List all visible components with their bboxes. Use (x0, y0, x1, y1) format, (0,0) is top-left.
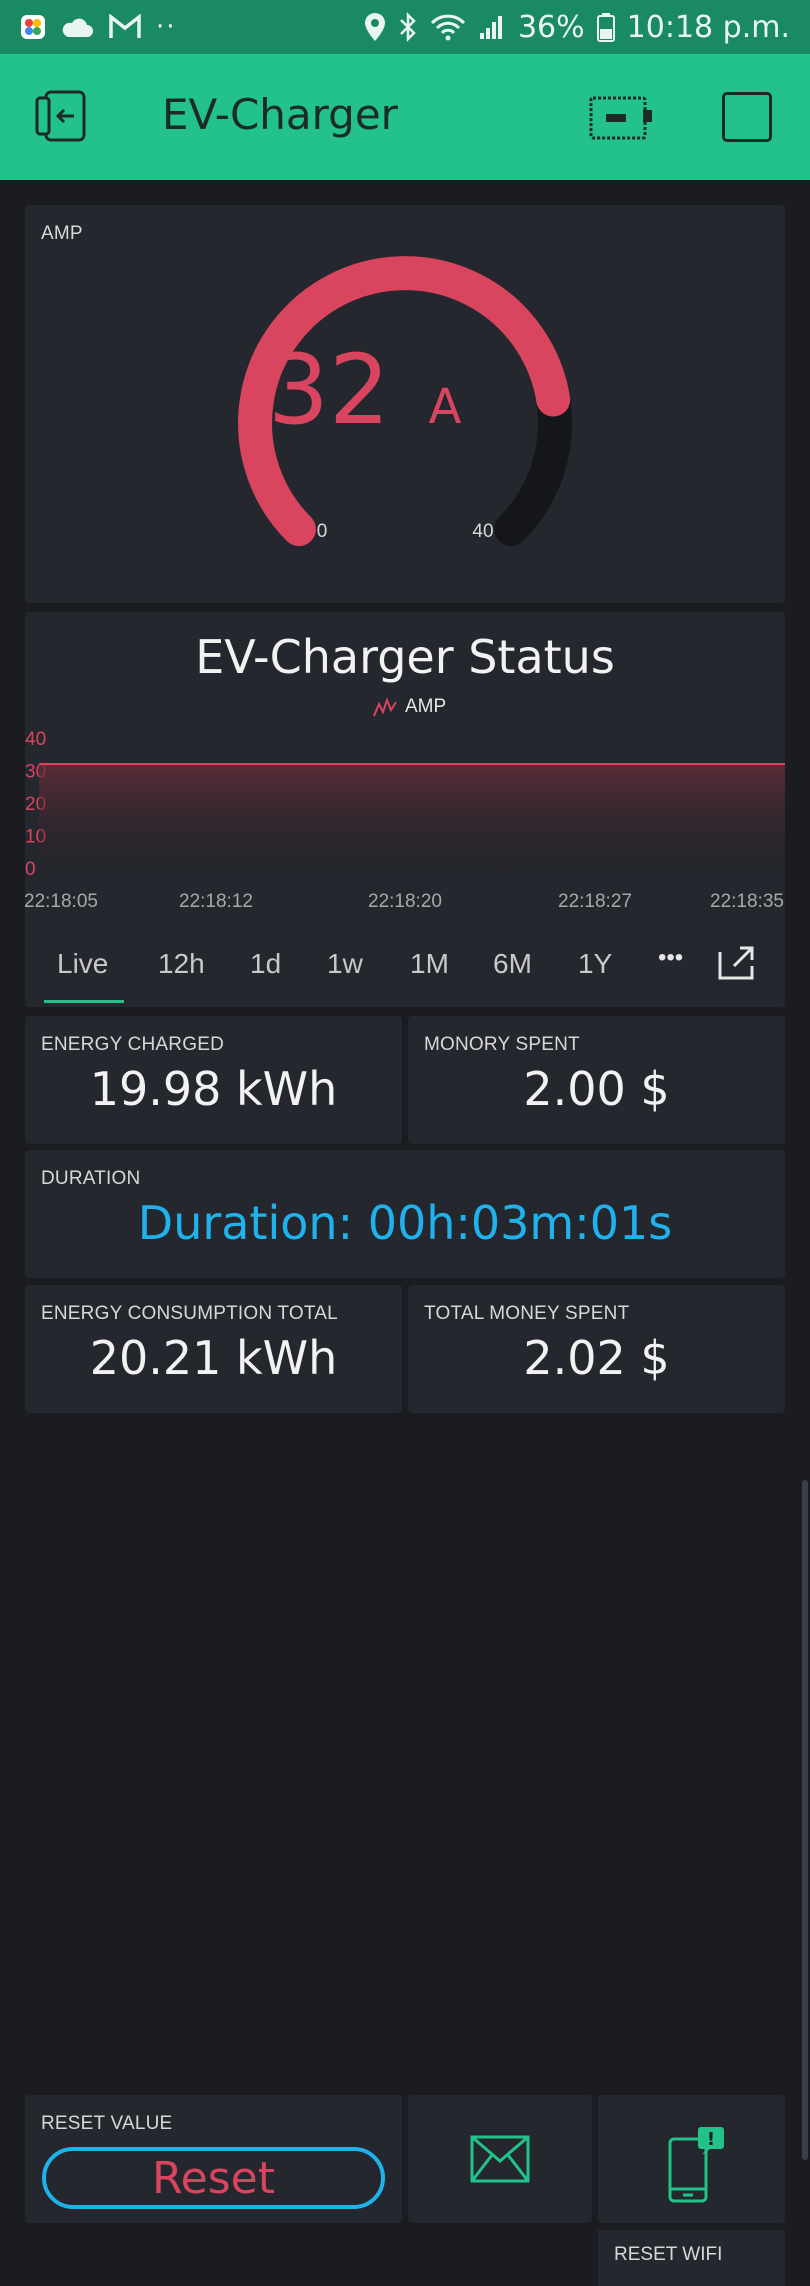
reset-wifi-tile[interactable]: ! (598, 2095, 785, 2223)
email-tile[interactable] (408, 2095, 592, 2223)
duration-tile: DURATION Duration: 00h:03m:01s (25, 1150, 785, 1278)
energy-total-label: ENERGY CONSUMPTION TOTAL (41, 1303, 338, 1324)
duration-label: DURATION (41, 1168, 141, 1189)
battery-percent: 36% (517, 9, 585, 45)
total-money-label: TOTAL MONEY SPENT (424, 1303, 630, 1324)
app-bar: EV-Charger (0, 54, 810, 180)
tab-1y[interactable]: 1Y (578, 948, 613, 979)
legend-label: AMP (405, 696, 447, 717)
chart-widget: EV-Charger Status AMP 40 30 20 10 0 22:18:05… (25, 612, 785, 1007)
gauge-dial: 32 A 0 40 (238, 256, 572, 547)
gauge-widget: AMP 32 A 0 40 (25, 205, 785, 603)
export-icon[interactable] (718, 946, 756, 984)
wifi-icon (430, 13, 466, 41)
series-area (39, 764, 785, 868)
tab-1d[interactable]: 1d (250, 948, 282, 979)
y-tick-label: 40 (25, 729, 46, 750)
gauge-label: AMP (41, 223, 83, 244)
money-spent-tile: MONORY SPENT 2.00 $ (408, 1016, 785, 1144)
tab-6m[interactable]: 6M (493, 948, 532, 979)
reset-value-label: RESET VALUE (41, 2113, 173, 2134)
chart-legend: AMP (373, 696, 446, 718)
chart-line-icon (373, 697, 397, 717)
gauge-fill (238, 256, 571, 547)
duration-value: Duration: 00h:03m:01s (137, 1196, 673, 1250)
bluetooth-icon (398, 12, 418, 42)
more-dots-icon: ·· (156, 12, 177, 42)
y-tick-label: 0 (25, 859, 36, 880)
gauge-value: 32 (268, 334, 390, 446)
active-tab-indicator (44, 1000, 124, 1003)
clock: 10:18 p.m. (626, 9, 790, 45)
reset-value-tile: RESET VALUE Reset (25, 2095, 402, 2223)
tab-12h[interactable]: 12h (158, 948, 205, 979)
tab-1w[interactable]: 1w (327, 948, 363, 979)
photos-app-icon (20, 14, 46, 40)
reset-button[interactable]: Reset (42, 2147, 385, 2209)
tab-1m[interactable]: 1M (410, 948, 449, 979)
scrollbar[interactable] (802, 1480, 808, 2160)
x-tick-label: 22:18:35 (710, 891, 784, 912)
square-icon[interactable] (722, 92, 772, 142)
energy-charged-value: 19.98 kWh (89, 1062, 338, 1116)
reset-wifi-label: RESET WIFI (614, 2244, 723, 2265)
location-icon (364, 12, 386, 42)
energy-charged-tile: ENERGY CHARGED 19.98 kWh (25, 1016, 402, 1144)
more-icon[interactable]: ••• (658, 944, 684, 971)
gauge-min: 0 (317, 521, 328, 542)
tab-live[interactable]: Live (57, 948, 109, 979)
gmail-icon (108, 14, 142, 40)
total-money-tile: TOTAL MONEY SPENT 2.02 $ (408, 1285, 785, 1413)
energy-total-value: 20.21 kWh (89, 1331, 338, 1385)
energy-total-tile: ENERGY CONSUMPTION TOTAL 20.21 kWh (25, 1285, 402, 1413)
status-bar: ·· 36% 10:18 p.m. (0, 0, 810, 54)
reset-wifi-label-box: RESET WIFI (598, 2230, 785, 2286)
back-exit-icon[interactable] (34, 86, 92, 146)
range-tabs: Live 12h 1d 1w 1M 6M 1Y ••• (25, 930, 785, 1003)
device-icon[interactable] (588, 94, 654, 142)
x-tick-label: 22:18:05 (25, 891, 98, 912)
alert-badge: ! (707, 2129, 715, 2150)
gauge-max: 40 (472, 521, 493, 542)
app-title: EV-Charger (162, 90, 398, 139)
phone-alert-icon[interactable]: ! (666, 2125, 726, 2205)
money-spent-label: MONORY SPENT (424, 1034, 580, 1055)
mail-icon[interactable] (470, 2135, 530, 2183)
x-tick-label: 22:18:12 (179, 891, 253, 912)
cloud-icon (60, 15, 94, 39)
signal-icon (478, 13, 506, 41)
battery-icon (596, 12, 615, 42)
chart-title: EV-Charger Status (195, 630, 615, 684)
total-money-value: 2.02 $ (523, 1331, 670, 1385)
energy-charged-label: ENERGY CHARGED (41, 1034, 224, 1055)
x-tick-label: 22:18:20 (368, 891, 442, 912)
money-spent-value: 2.00 $ (523, 1062, 670, 1116)
gauge-unit: A (429, 379, 462, 435)
x-tick-label: 22:18:27 (558, 891, 632, 912)
